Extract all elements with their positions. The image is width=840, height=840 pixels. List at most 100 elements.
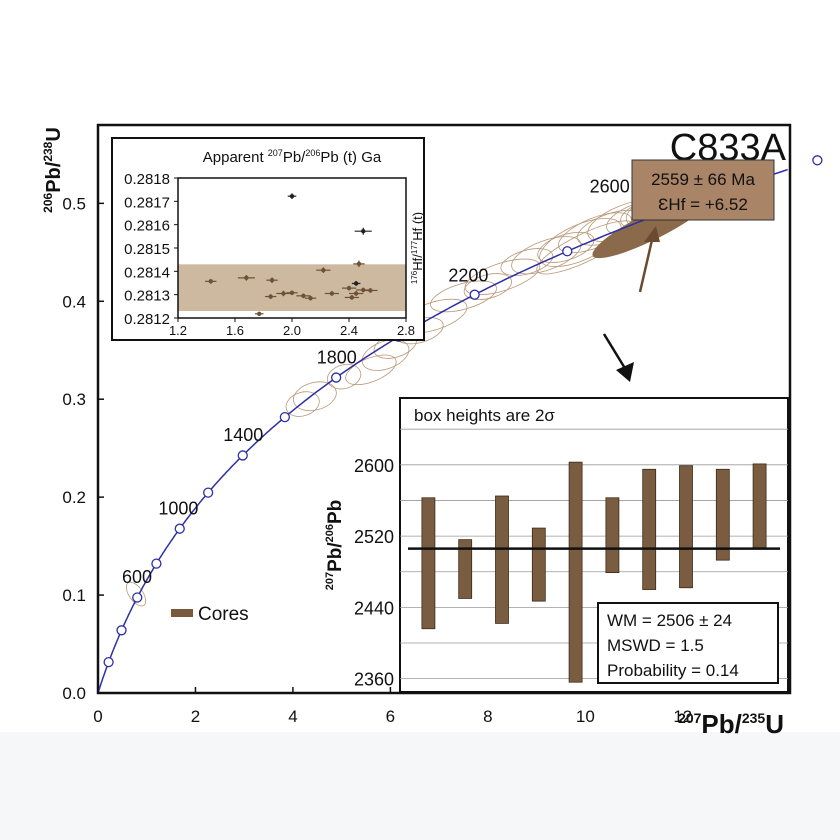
arrow-to-weighted-mean bbox=[602, 333, 634, 382]
arrow-to-result bbox=[638, 226, 660, 293]
concordia-age-label: 2200 bbox=[448, 265, 488, 285]
wm-y-label-part2: Pb bbox=[325, 500, 346, 524]
hf-core-point bbox=[266, 277, 278, 283]
hf-inset-title-part3: Pb (t) Ga bbox=[320, 149, 382, 166]
hf-point bbox=[354, 227, 372, 235]
error-ellipse bbox=[361, 339, 410, 371]
x-tick-label: 0 bbox=[93, 707, 102, 726]
hf-inset-content: 0.2812 0.2813 0.2814 0.2815 0.2816 0.2817 0.28… bbox=[124, 171, 415, 338]
hf-x-tick-label: 1.2 bbox=[169, 323, 187, 338]
hf-core-point bbox=[316, 267, 331, 273]
hf-core-point bbox=[341, 285, 357, 291]
hf-inset-y-label-part2: Hf (t) bbox=[410, 212, 425, 241]
x-tick-label: 4 bbox=[288, 707, 297, 726]
cores-legend-label: Cores bbox=[198, 604, 249, 625]
y-axis-label: 206Pb/238U bbox=[41, 127, 65, 213]
hf-y-tick-label: 0.2818 bbox=[124, 171, 170, 188]
hf-inset-title-sup2: 206 bbox=[305, 148, 320, 158]
wm-age-box bbox=[568, 461, 583, 683]
wm-y-tick-label: 2440 bbox=[354, 598, 394, 618]
concordia-age-marker bbox=[331, 372, 342, 383]
y-tick-label: 0.4 bbox=[62, 292, 86, 311]
y-tick-label: 0.3 bbox=[62, 390, 86, 409]
cores-legend-swatch bbox=[171, 609, 193, 617]
x-tick-label: 12 bbox=[673, 707, 692, 726]
x-axis-label-sup2: 235 bbox=[742, 710, 766, 726]
hf-x-tick-label: 2.8 bbox=[397, 323, 415, 338]
main-axes: 0 2 4 6 8 10 12 0.0 0.1 0.2 0.3 0.4 0.5 bbox=[62, 194, 692, 726]
wm-stats-prob: Probability = 0.14 bbox=[607, 661, 739, 680]
hf-core-point bbox=[237, 275, 255, 281]
wm-y-tick-label: 2600 bbox=[354, 456, 394, 476]
wm-age-box bbox=[642, 468, 657, 590]
concordia-age-label: 2600 bbox=[590, 176, 630, 196]
error-ellipse bbox=[285, 391, 320, 417]
y-tick-label: 0.5 bbox=[62, 194, 86, 213]
wm-inset-title: box heights are 2σ bbox=[414, 406, 555, 425]
hf-core-point bbox=[296, 293, 311, 299]
x-tick-label: 8 bbox=[483, 707, 492, 726]
wm-y-label-sup1: 207 bbox=[324, 572, 336, 590]
wm-y-label-sup2: 206 bbox=[324, 524, 336, 542]
hf-y-tick-label: 0.2816 bbox=[124, 218, 170, 235]
concordia-age-marker bbox=[237, 450, 248, 461]
y-tick-label: 0.1 bbox=[62, 586, 86, 605]
hf-y-tick-label: 0.2814 bbox=[124, 264, 170, 281]
wm-age-box bbox=[715, 468, 730, 561]
hf-inset-y-label-sup1: 176 bbox=[410, 270, 419, 284]
wm-age-box bbox=[495, 495, 509, 624]
concordia-age-label: 1000 bbox=[158, 498, 198, 518]
y-tick-label: 0.0 bbox=[62, 684, 86, 703]
error-ellipse bbox=[537, 231, 595, 263]
concordia-age-marker bbox=[812, 155, 823, 166]
concordia-age-marker bbox=[132, 592, 143, 603]
wm-age-box bbox=[421, 497, 436, 630]
error-ellipse bbox=[430, 280, 497, 313]
hf-core-point bbox=[205, 279, 217, 284]
wm-y-tick-label: 2520 bbox=[354, 527, 394, 547]
error-ellipse bbox=[326, 364, 362, 390]
hf-core-point bbox=[276, 290, 291, 297]
wm-age-box bbox=[679, 465, 693, 589]
hf-point bbox=[287, 193, 297, 199]
error-ellipse bbox=[292, 381, 337, 412]
wm-stats-box bbox=[597, 602, 779, 684]
x-axis-label-part1: Pb/ bbox=[701, 709, 741, 739]
concordia-age-marker bbox=[116, 625, 127, 636]
wm-y-tick-label: 2360 bbox=[354, 670, 394, 690]
hf-core-point bbox=[264, 294, 277, 299]
hf-core-point bbox=[324, 291, 340, 296]
concordia-age-marker bbox=[103, 656, 114, 668]
hf-core-point bbox=[363, 288, 378, 293]
hf-inset-plot-frame bbox=[177, 177, 407, 319]
y-tick-label: 0.2 bbox=[62, 488, 86, 507]
wm-age-box bbox=[605, 497, 620, 574]
wm-y-label-part1: Pb/ bbox=[325, 542, 346, 572]
wm-stats-mswd: MSWD = 1.5 bbox=[607, 636, 704, 655]
x-tick-label: 6 bbox=[386, 707, 395, 726]
x-axis-label-sup1: 207 bbox=[678, 710, 702, 726]
result-age: 2559 ± 66 Ma bbox=[651, 170, 755, 189]
y-axis-label-part2: U bbox=[43, 127, 65, 141]
hf-x-tick-label: 1.6 bbox=[226, 323, 244, 338]
error-ellipse bbox=[345, 354, 397, 386]
concordia-age-marker bbox=[202, 487, 214, 498]
hf-y-tick-label: 0.2813 bbox=[124, 288, 170, 305]
result-box bbox=[631, 159, 775, 221]
hf-core-point bbox=[349, 291, 364, 296]
wm-age-box bbox=[458, 539, 473, 599]
concordia-age-marker bbox=[174, 523, 185, 534]
wm-age-box bbox=[752, 463, 767, 549]
hf-inset-y-label-sup2: 177 bbox=[410, 240, 419, 254]
hf-core-point bbox=[304, 295, 317, 301]
concordia-age-marker bbox=[469, 289, 480, 300]
hf-x-tick-label: 2.0 bbox=[283, 323, 301, 338]
hf-y-tick-label: 0.2817 bbox=[124, 194, 170, 211]
y-axis-label-sup1: 206 bbox=[41, 192, 55, 212]
hf-y-tick-label: 0.2815 bbox=[124, 241, 170, 258]
x-tick-label: 10 bbox=[576, 707, 595, 726]
hf-inset-y-label-part1: Hf/ bbox=[410, 254, 425, 271]
hf-inset-title: Apparent 207Pb/206Pb (t) Ga bbox=[203, 148, 382, 166]
